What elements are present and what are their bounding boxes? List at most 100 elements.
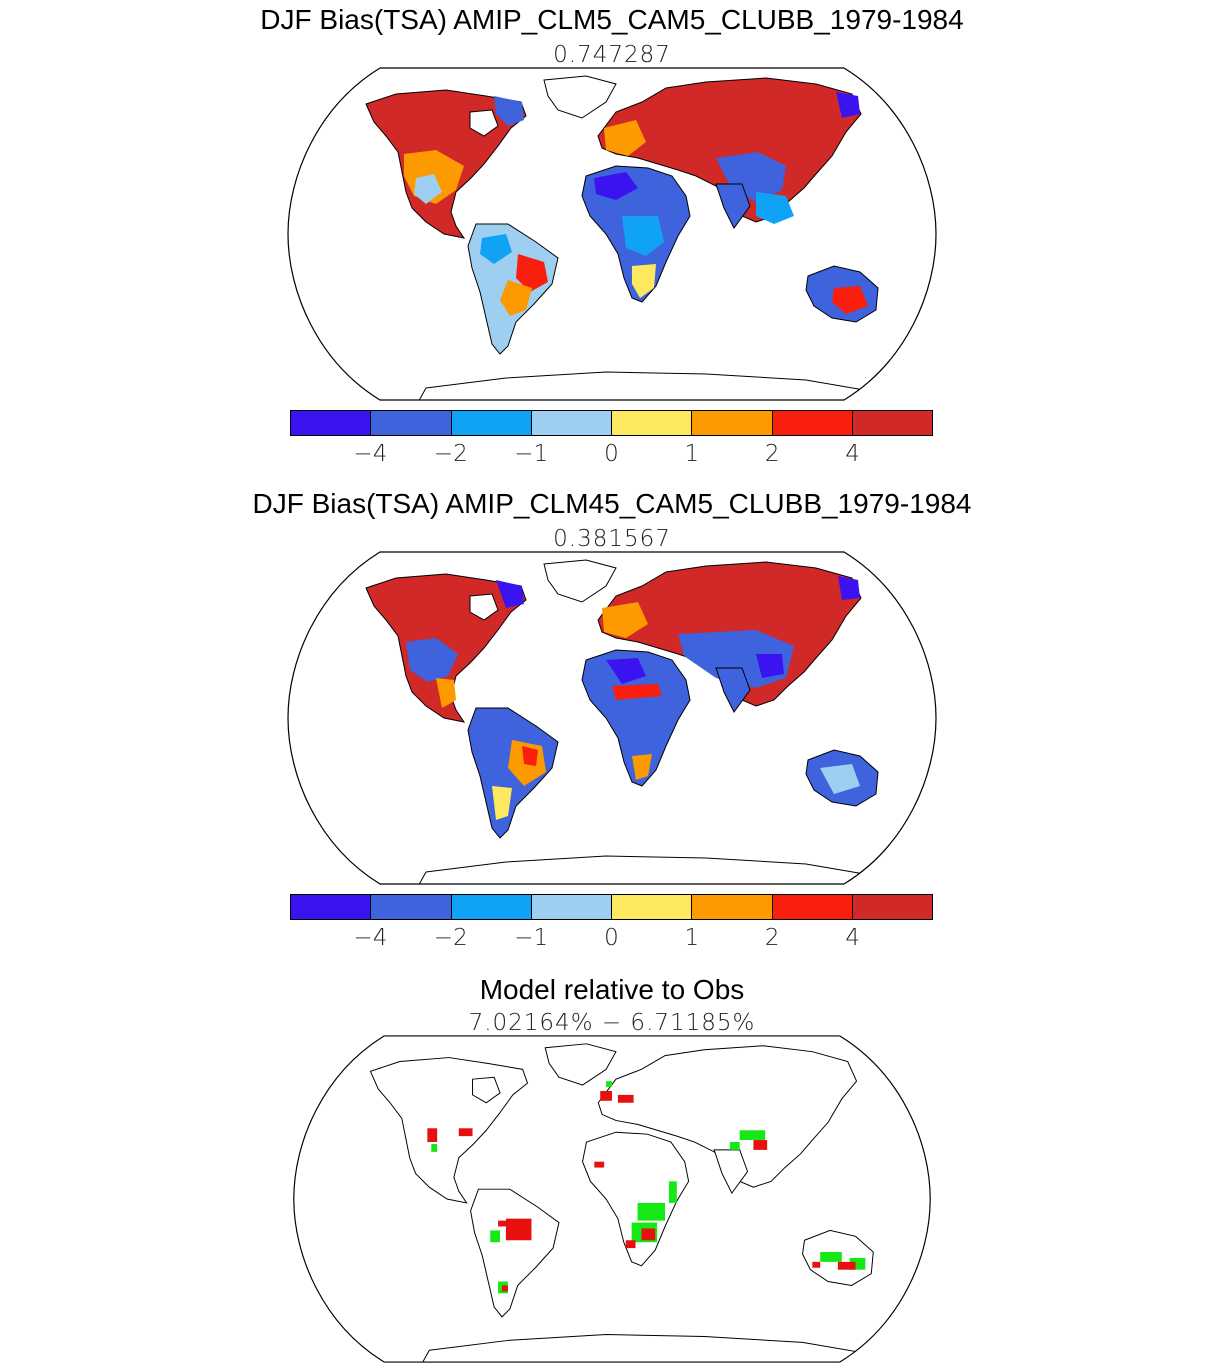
eu-bias-patch bbox=[602, 602, 648, 638]
worse-cell bbox=[641, 1228, 656, 1241]
africa-bias-patch bbox=[612, 684, 662, 700]
colorbar-tick-label: 2 bbox=[764, 925, 780, 951]
eurasia bbox=[597, 77, 862, 223]
worse-cell bbox=[837, 1261, 856, 1270]
panel-title: DJF Bias(TSA) AMIP_CLM5_CAM5_CLUBB_1979-… bbox=[260, 4, 964, 35]
better-cell bbox=[729, 1142, 740, 1150]
colorbar-tick-label: 4 bbox=[845, 441, 860, 467]
worse-cell bbox=[600, 1090, 612, 1101]
colorbar-swatch bbox=[451, 411, 532, 435]
asia-bias-patch bbox=[756, 192, 794, 224]
colorbar-tick-label: −1 bbox=[514, 925, 549, 951]
asia-bias-patch bbox=[836, 92, 860, 118]
colorbar-swatch bbox=[371, 411, 452, 435]
worse-cell bbox=[427, 1128, 438, 1143]
better-cell bbox=[606, 1081, 612, 1088]
india bbox=[715, 183, 751, 229]
greenland bbox=[543, 559, 617, 603]
asia-bias-patch bbox=[756, 654, 784, 678]
eurasia bbox=[597, 1045, 858, 1188]
antarctica bbox=[415, 855, 887, 884]
colorbar-tick-label: −4 bbox=[353, 441, 388, 467]
africa bbox=[582, 1131, 690, 1267]
na-bias-patch bbox=[414, 174, 442, 204]
colorbar-tick-label: 0 bbox=[604, 925, 619, 951]
hudson-bay bbox=[472, 1076, 501, 1104]
colorbar-tick-label: 0 bbox=[604, 441, 619, 467]
sa-bias-patch bbox=[516, 254, 548, 292]
colorbar-swatch bbox=[692, 895, 773, 919]
colorbar-swatch bbox=[612, 895, 693, 919]
better-cell bbox=[490, 1230, 501, 1243]
colorbar-tick-label: −4 bbox=[353, 925, 388, 951]
worse-cell bbox=[502, 1285, 508, 1292]
na-bias-patch bbox=[494, 96, 524, 126]
colorbar-tick-label: 2 bbox=[764, 441, 780, 467]
antarctica bbox=[415, 371, 887, 400]
better-cell bbox=[431, 1144, 438, 1152]
north-america bbox=[369, 1057, 529, 1204]
worse-cell bbox=[594, 1161, 605, 1168]
colorbar-swatch bbox=[612, 411, 693, 435]
na-bias-patch bbox=[436, 678, 456, 708]
better-cell bbox=[849, 1257, 866, 1270]
south-america bbox=[470, 1188, 560, 1318]
sa-bias-patch bbox=[492, 786, 512, 820]
colorbar-swatch bbox=[451, 895, 532, 919]
better-cell bbox=[820, 1252, 842, 1262]
na-bias-patch bbox=[406, 638, 458, 682]
panel-subtitle: 7.02164% − 6.71185% bbox=[468, 1010, 756, 1036]
africa-bias-patch bbox=[632, 754, 652, 780]
na-bias-patch bbox=[496, 580, 524, 608]
greenland bbox=[544, 1043, 617, 1086]
colorbar-swatch bbox=[291, 411, 372, 435]
panel-title: DJF Bias(TSA) AMIP_CLM45_CAM5_CLUBB_1979… bbox=[252, 488, 972, 519]
colorbar-tick-label: −2 bbox=[433, 441, 468, 467]
colorbar-swatch bbox=[772, 895, 853, 919]
better-cell bbox=[668, 1181, 677, 1203]
india bbox=[713, 1149, 749, 1195]
colorbar-swatch bbox=[371, 895, 452, 919]
sa-bias-patch bbox=[480, 234, 512, 264]
worse-cell bbox=[812, 1261, 821, 1268]
colorbar bbox=[290, 410, 933, 436]
colorbar-tick-label: −2 bbox=[433, 925, 468, 951]
relative-map bbox=[293, 1035, 931, 1363]
sa-bias-patch bbox=[500, 280, 532, 316]
eu-bias-patch bbox=[604, 120, 646, 156]
colorbar-swatch bbox=[531, 411, 612, 435]
better-cell bbox=[637, 1202, 666, 1221]
antarctica bbox=[418, 1334, 883, 1363]
africa-bias-patch bbox=[632, 264, 656, 298]
worse-cell bbox=[753, 1140, 768, 1150]
colorbar-swatch bbox=[852, 411, 932, 435]
colorbar-swatch bbox=[772, 411, 853, 435]
colorbar-swatch bbox=[531, 895, 612, 919]
sa-bias-patch bbox=[522, 746, 538, 766]
au-bias-patch bbox=[832, 286, 868, 314]
panel-subtitle: 0.747287 bbox=[553, 42, 671, 68]
worse-cell bbox=[458, 1128, 473, 1137]
colorbar-tick-label: 1 bbox=[684, 925, 700, 951]
colorbar-labels: −4 −2 −1 0 1 2 4 bbox=[290, 924, 933, 952]
colorbar-swatch bbox=[692, 411, 773, 435]
greenland bbox=[543, 75, 617, 119]
africa-bias-patch bbox=[622, 216, 664, 256]
better-cell bbox=[739, 1130, 766, 1141]
colorbar-tick-label: 1 bbox=[684, 441, 700, 467]
colorbar bbox=[290, 894, 933, 920]
africa-bias-patch bbox=[594, 172, 638, 200]
africa-bias-patch bbox=[606, 658, 646, 684]
au-bias-patch bbox=[820, 764, 860, 794]
colorbar-tick-label: 4 bbox=[845, 925, 860, 951]
colorbar-tick-label: −1 bbox=[514, 441, 549, 467]
colorbar-swatch bbox=[291, 895, 372, 919]
bias-map-clm5 bbox=[287, 67, 937, 401]
colorbar-labels: −4 −2 −1 0 1 2 4 bbox=[290, 440, 933, 468]
worse-cell bbox=[498, 1220, 508, 1227]
hudson-bay bbox=[469, 109, 499, 137]
india bbox=[715, 667, 751, 713]
bias-map-clm45 bbox=[287, 551, 937, 885]
panel-subtitle: 0.381567 bbox=[553, 526, 671, 552]
worse-cell bbox=[625, 1240, 636, 1249]
